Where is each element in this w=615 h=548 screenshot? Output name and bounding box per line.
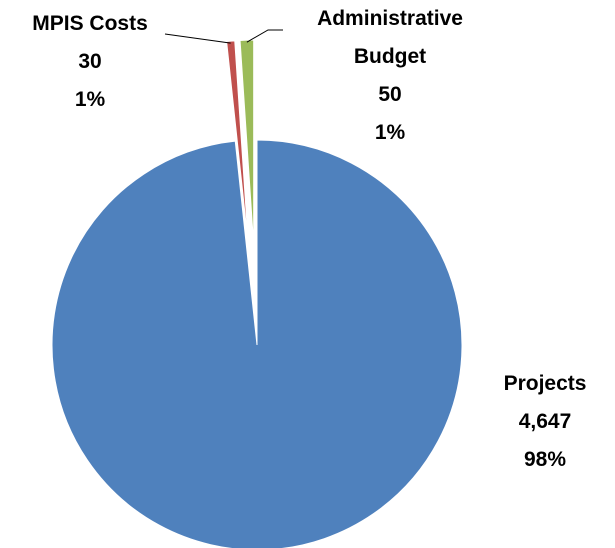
label-value: 30 (78, 50, 102, 73)
label-value: 4,647 (518, 410, 572, 433)
pie-slice (51, 139, 463, 548)
leader-line (164, 33, 231, 44)
label-value: 50 (378, 83, 402, 106)
pie-slice (226, 40, 249, 246)
label-percent: 98% (523, 448, 567, 471)
slice-label: Projects 4,647 98% (470, 365, 615, 479)
slice-label: MPIS Costs 30 1% (10, 5, 170, 119)
pie-slice (239, 39, 255, 246)
label-percent: 1% (374, 121, 406, 144)
label-category: Projects (503, 372, 587, 395)
slice-label: Administrative Budget 50 1% (300, 0, 480, 152)
label-percent: 1% (74, 88, 106, 111)
leader-line (246, 29, 283, 43)
label-category: Administrative Budget (317, 7, 463, 68)
label-category: MPIS Costs (32, 12, 148, 35)
